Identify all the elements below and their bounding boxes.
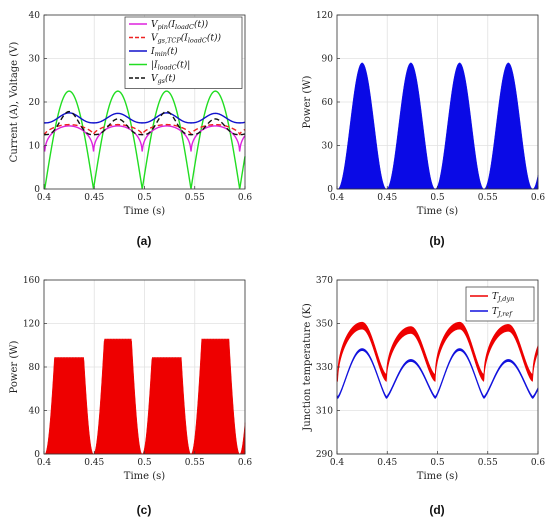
x-tick-label: 0.45 <box>377 193 397 203</box>
chart-panel-3: 0.4 0.45 0.5 0.55 0.6 0 40 80 120 160 Time (s) Powe… <box>9 276 252 517</box>
x-tick-label: 0.6 <box>531 193 546 203</box>
y-tick-label: 40 <box>29 407 41 417</box>
y-tick-label: 30 <box>322 142 334 152</box>
x-axis-label: Time (s) <box>417 206 458 217</box>
panel-label: (b) <box>429 234 444 248</box>
x-tick-label: 0.5 <box>137 193 152 203</box>
y-tick-label: 120 <box>316 11 333 21</box>
x-tick-label: 0.55 <box>478 458 498 468</box>
y-tick-label: 160 <box>23 276 40 286</box>
x-tick-label: 0.4 <box>330 458 345 468</box>
chart-panel-1: 0.4 0.45 0.5 0.55 0.6 0 10 20 30 40 Time (s) Curren… <box>9 11 252 248</box>
x-tick-label: 0.55 <box>478 193 498 203</box>
y-tick-label: 120 <box>23 320 40 330</box>
series-line-vpin <box>43 125 246 152</box>
series-line-iload <box>43 90 246 189</box>
panel-label: (c) <box>137 503 152 517</box>
x-axis-label: Time (s) <box>124 471 165 482</box>
x-tick-label: 0.5 <box>137 458 152 468</box>
x-tick-label: 0.4 <box>330 193 345 203</box>
legend-entry: Vpin(IloadC(t)) <box>151 19 209 31</box>
legend: TJ,dyn TJ,ref <box>465 286 535 322</box>
x-tick-label: 0.6 <box>238 193 253 203</box>
x-tick-label: 0.45 <box>84 458 104 468</box>
y-tick-label: 20 <box>29 98 41 108</box>
legend-box <box>465 286 535 322</box>
panel-label: (a) <box>137 234 152 248</box>
y-tick-label: 90 <box>322 55 334 65</box>
x-tick-label: 0.55 <box>185 193 205 203</box>
series-line-vgs <box>44 110 246 136</box>
y-tick-label: 310 <box>316 407 333 417</box>
y-tick-label: 40 <box>29 11 41 21</box>
y-axis-label: Power (W) <box>9 340 20 393</box>
legend-entry: |IloadC(t)| <box>151 60 190 72</box>
x-tick-label: 0.6 <box>238 458 253 468</box>
x-axis-label: Time (s) <box>417 471 458 482</box>
x-tick-label: 0.5 <box>430 458 445 468</box>
x-tick-label: 0.45 <box>84 193 104 203</box>
x-tick-label: 0.55 <box>185 458 205 468</box>
x-tick-label: 0.5 <box>430 193 445 203</box>
legend-entry: TJ,dyn <box>492 292 514 303</box>
y-axis-label: Junction temperature (K) <box>302 303 313 432</box>
y-tick-label: 0 <box>34 185 40 195</box>
y-tick-label: 60 <box>322 98 334 108</box>
y-tick-label: 350 <box>316 320 333 330</box>
legend-entry: Vgs(t) <box>151 73 176 85</box>
x-axis-label: Time (s) <box>124 206 165 217</box>
x-tick-label: 0.45 <box>377 458 397 468</box>
y-tick-label: 0 <box>327 185 333 195</box>
series-line-imin <box>44 112 246 124</box>
x-tick-label: 0.6 <box>531 458 546 468</box>
legend-entry: Vgs,TCP(IloadC(t)) <box>151 33 221 45</box>
panel-label: (d) <box>429 503 444 517</box>
y-tick-label: 80 <box>29 363 41 373</box>
y-tick-label: 0 <box>34 450 40 460</box>
power-area-c <box>43 338 246 455</box>
legend-entry: TJ,ref <box>492 307 513 318</box>
y-axis-label: Current (A), Voltage (V) <box>9 42 20 163</box>
legend-entry: Imin(t) <box>150 46 178 58</box>
y-tick-label: 290 <box>316 450 333 460</box>
chart-panel-2: 0.4 0.45 0.5 0.55 0.6 0 30 60 90 120 Time (s) Power… <box>302 11 545 248</box>
series-line-vgstcp <box>43 123 246 136</box>
y-tick-label: 330 <box>316 363 333 373</box>
chart-panel-4: 0.4 0.45 0.5 0.55 0.6 290 310 330 350 370 Time (s)… <box>302 276 545 517</box>
y-tick-label: 370 <box>316 276 333 286</box>
y-axis-label: Power (W) <box>302 75 313 128</box>
legend: Vpin(IloadC(t)) Vgs,TCP(IloadC(t))Imin(t)… <box>124 16 243 89</box>
y-tick-label: 10 <box>29 142 41 152</box>
y-tick-label: 30 <box>29 55 41 65</box>
legend-box <box>124 16 243 89</box>
x-tick-label: 0.4 <box>37 458 52 468</box>
x-tick-label: 0.4 <box>37 193 52 203</box>
